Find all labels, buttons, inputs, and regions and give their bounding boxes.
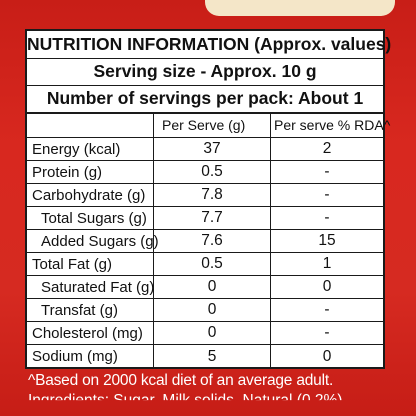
serving-size: Serving size - Approx. 10 g [27, 58, 383, 86]
pack-top-strip [205, 0, 395, 16]
nutrient-name: Cholesterol (mg) [27, 322, 154, 344]
nutrition-table: NUTRITION INFORMATION (Approx. values) S… [25, 29, 391, 369]
table-row: Energy (kcal) 37 2 [27, 138, 383, 161]
rda-value: - [324, 301, 330, 318]
per-serve-value: 7.8 [154, 184, 271, 206]
column-header-rda: Per serve % RDA^ [274, 116, 391, 133]
nutrient-name: Total Sugars (g) [27, 207, 154, 229]
servings-per-pack: Number of servings per pack: About 1 [27, 85, 383, 114]
per-serve-value: 5 [154, 345, 271, 368]
rda-value: 0 [322, 347, 332, 365]
per-serve-value: 0.5 [154, 253, 271, 275]
nutrition-title: NUTRITION INFORMATION (Approx. values) [27, 31, 391, 59]
rda-value: 15 [318, 232, 336, 249]
column-header-nutrient [27, 112, 154, 137]
per-serve-value: 0.5 [154, 161, 271, 183]
table-row: Total Sugars (g) 7.7 - [27, 207, 383, 230]
table-row: Transfat (g) 0 - [27, 299, 383, 322]
nutrient-name: Added Sugars (g) [27, 230, 159, 252]
nutrient-name: Carbohydrate (g) [27, 184, 154, 206]
ingredients-text: Ingredients: Sugar, Milk solids, Natural… [28, 392, 343, 409]
table-row: Added Sugars (g) 7.6 15 [27, 230, 383, 253]
per-serve-value: 7.6 [154, 230, 271, 252]
rda-value: - [324, 186, 330, 203]
table-row: Total Fat (g) 0.5 1 [27, 253, 383, 276]
table-row: Cholesterol (mg) 0 - [27, 322, 383, 345]
rda-value: - [324, 163, 330, 180]
nutrient-name: Total Fat (g) [27, 253, 154, 275]
rda-value: - [324, 209, 330, 226]
table-row: Protein (g) 0.5 - [27, 161, 383, 184]
column-header-row: Per Serve (g) Per serve % RDA^ [27, 112, 391, 138]
nutrient-name: Saturated Fat (g) [27, 276, 154, 298]
rda-value: 2 [322, 140, 332, 157]
per-serve-value: 7.7 [154, 207, 271, 229]
per-serve-value: 37 [154, 138, 271, 160]
per-serve-value: 0 [154, 299, 271, 321]
table-row: Sodium (mg) 5 0 [27, 345, 383, 368]
rda-value: 0 [322, 278, 332, 295]
column-header-per-serve: Per Serve (g) [154, 112, 271, 137]
nutrient-name: Sodium (mg) [27, 345, 154, 368]
per-serve-value: 0 [154, 276, 271, 298]
table-row: Carbohydrate (g) 7.8 - [27, 184, 383, 207]
nutrient-name: Protein (g) [27, 161, 154, 183]
nutrient-name: Transfat (g) [27, 299, 154, 321]
nutrient-name: Energy (kcal) [27, 138, 154, 160]
rda-value: 1 [322, 255, 332, 272]
rda-footnote: ^Based on 2000 kcal diet of an average a… [28, 372, 334, 389]
rda-value: - [324, 324, 330, 341]
table-row: Saturated Fat (g) 0 0 [27, 276, 383, 299]
per-serve-value: 0 [154, 322, 271, 344]
